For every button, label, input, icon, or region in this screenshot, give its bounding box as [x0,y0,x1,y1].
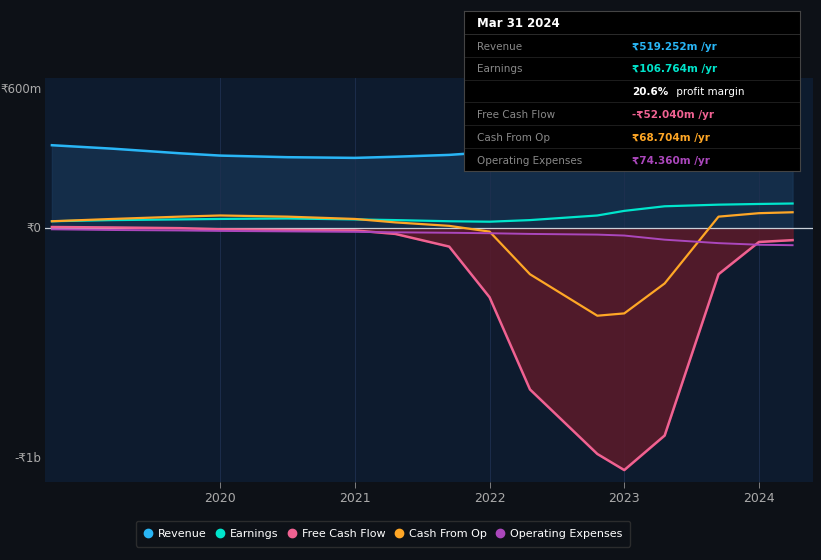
Text: ₹519.252m /yr: ₹519.252m /yr [632,41,717,52]
Text: 20.6%: 20.6% [632,87,668,97]
Legend: Revenue, Earnings, Free Cash Flow, Cash From Op, Operating Expenses: Revenue, Earnings, Free Cash Flow, Cash … [135,521,631,547]
Text: Mar 31 2024: Mar 31 2024 [477,17,560,30]
Text: -₹52.040m /yr: -₹52.040m /yr [632,110,714,120]
Text: Operating Expenses: Operating Expenses [477,156,583,166]
Text: profit margin: profit margin [672,87,744,97]
Text: ₹600m: ₹600m [0,83,41,96]
Text: Free Cash Flow: Free Cash Flow [477,110,556,120]
Text: ₹68.704m /yr: ₹68.704m /yr [632,133,710,143]
Text: Cash From Op: Cash From Op [477,133,550,143]
Text: ₹0: ₹0 [26,222,41,235]
Text: -₹1b: -₹1b [15,452,41,465]
Text: ₹74.360m /yr: ₹74.360m /yr [632,156,710,166]
Text: Revenue: Revenue [477,41,522,52]
Text: Earnings: Earnings [477,64,523,74]
Text: ₹106.764m /yr: ₹106.764m /yr [632,64,718,74]
